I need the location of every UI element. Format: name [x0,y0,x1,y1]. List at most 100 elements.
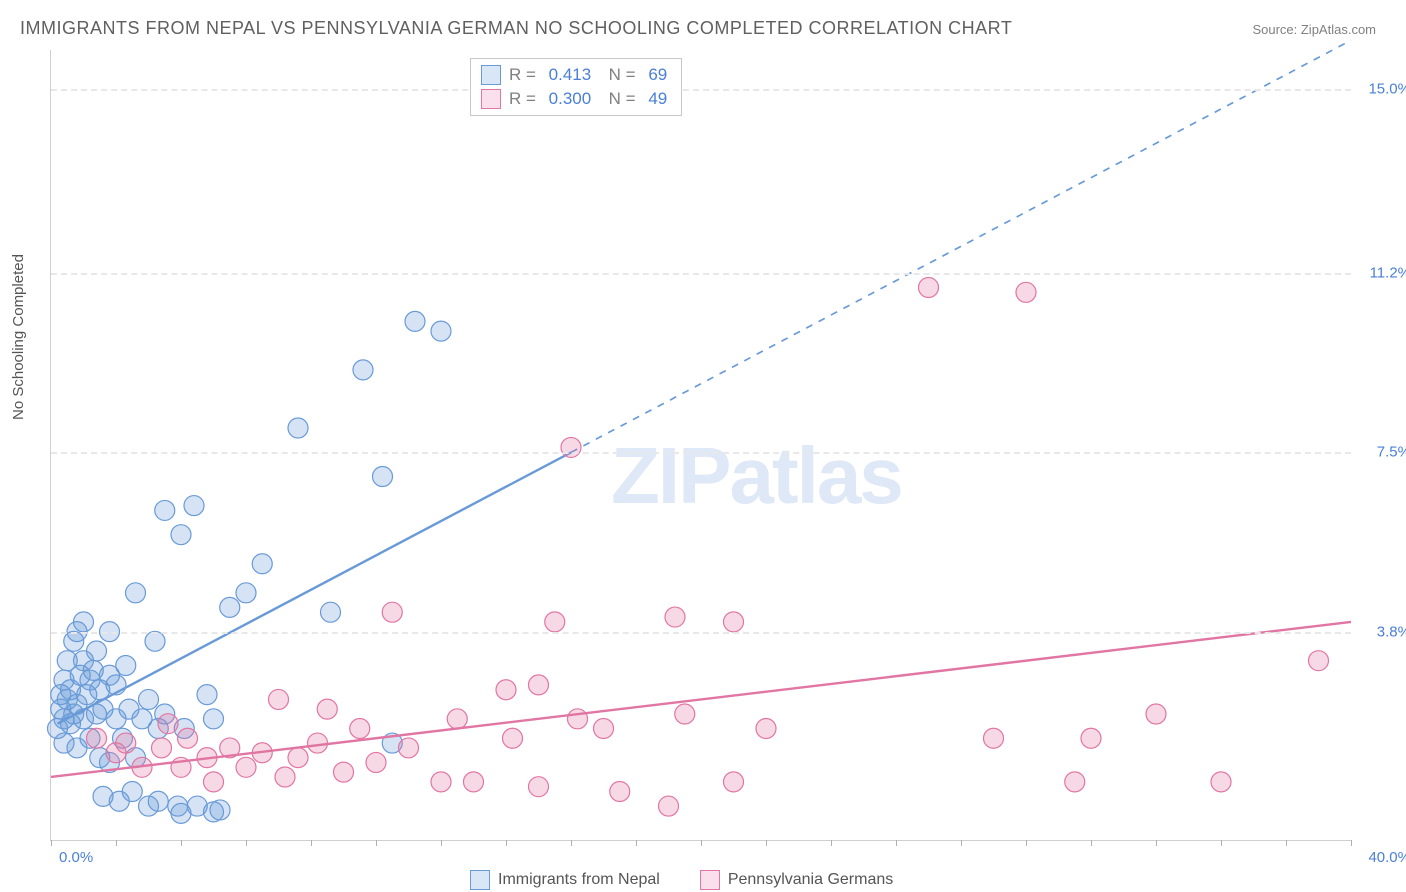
scatter-point [659,796,679,816]
scatter-point [252,743,272,763]
scatter-point [382,602,402,622]
scatter-point [724,612,744,632]
scatter-point [87,641,107,661]
scatter-point [373,467,393,487]
x-tick [506,840,507,846]
scatter-point [106,675,126,695]
scatter-point [756,719,776,739]
y-grid-label: 15.0% [1368,80,1406,97]
scatter-point [204,772,224,792]
x-label-left: 0.0% [59,849,93,866]
scatter-point [503,728,523,748]
scatter-point [145,631,165,651]
stats-row-series-1: R = 0.300 N = 49 [481,87,667,111]
scatter-plot: ZIPatlas 3.8%7.5%11.2%15.0%0.0%40.0% [50,50,1351,841]
plot-svg [51,50,1351,840]
stats-row-series-0: R = 0.413 N = 69 [481,63,667,87]
scatter-point [529,777,549,797]
x-label-right: 40.0% [1368,849,1406,866]
scatter-point [288,418,308,438]
legend-swatch-1 [700,870,720,890]
stat-n-value-0: 69 [648,63,667,87]
scatter-point [353,360,373,380]
scatter-point [447,709,467,729]
scatter-point [366,752,386,772]
gridline [51,89,1351,91]
stat-n-value-1: 49 [648,87,667,111]
scatter-point [1309,651,1329,671]
bottom-legend: Immigrants from Nepal Pennsylvania Germa… [470,870,893,890]
correlation-stats-box: R = 0.413 N = 69 R = 0.300 N = 49 [470,58,682,116]
x-tick [636,840,637,846]
x-tick [311,840,312,846]
scatter-point [252,554,272,574]
scatter-point [116,656,136,676]
source-attribution: Source: ZipAtlas.com [1252,22,1376,37]
x-tick [571,840,572,846]
scatter-point [1016,282,1036,302]
legend-swatch-0 [470,870,490,890]
gridline [51,273,1351,275]
scatter-point [171,525,191,545]
y-grid-label: 7.5% [1377,444,1406,461]
scatter-point [158,714,178,734]
scatter-point [197,748,217,768]
x-tick [181,840,182,846]
scatter-point [724,772,744,792]
chart-title: IMMIGRANTS FROM NEPAL VS PENNSYLVANIA GE… [20,18,1012,39]
stat-n-label: N = [599,87,640,111]
stat-r-label: R = [509,87,541,111]
x-tick [1026,840,1027,846]
scatter-point [610,782,630,802]
scatter-point [210,800,230,820]
scatter-point [197,685,217,705]
scatter-point [236,757,256,777]
stat-r-value-0: 0.413 [549,63,592,87]
stat-r-label: R = [509,63,541,87]
scatter-point [334,762,354,782]
trend-line-solid [51,622,1351,777]
swatch-series-0 [481,65,501,85]
scatter-point [431,321,451,341]
legend-label-0: Immigrants from Nepal [498,871,660,889]
scatter-point [288,748,308,768]
gridline [51,632,1351,634]
legend-item-0: Immigrants from Nepal [470,870,660,890]
scatter-point [139,689,159,709]
scatter-point [529,675,549,695]
legend-label-1: Pennsylvania Germans [728,871,893,889]
x-tick [1351,840,1352,846]
scatter-point [152,738,172,758]
scatter-point [184,496,204,516]
x-tick [1221,840,1222,846]
scatter-point [148,791,168,811]
scatter-point [399,738,419,758]
legend-item-1: Pennsylvania Germans [700,870,893,890]
stat-n-label: N = [599,63,640,87]
scatter-point [496,680,516,700]
scatter-point [178,728,198,748]
x-tick [766,840,767,846]
scatter-point [545,612,565,632]
scatter-point [122,782,142,802]
x-tick [831,840,832,846]
trend-line-dashed [571,40,1351,452]
x-tick [441,840,442,846]
scatter-point [269,689,289,709]
scatter-point [220,597,240,617]
scatter-point [568,709,588,729]
swatch-series-1 [481,89,501,109]
y-grid-label: 11.2% [1370,264,1406,281]
scatter-point [1146,704,1166,724]
scatter-point [87,728,107,748]
scatter-point [155,500,175,520]
scatter-point [1065,772,1085,792]
scatter-point [594,719,614,739]
x-tick [1091,840,1092,846]
x-tick [961,840,962,846]
scatter-point [308,733,328,753]
x-tick [896,840,897,846]
scatter-point [317,699,337,719]
scatter-point [1081,728,1101,748]
scatter-point [171,757,191,777]
